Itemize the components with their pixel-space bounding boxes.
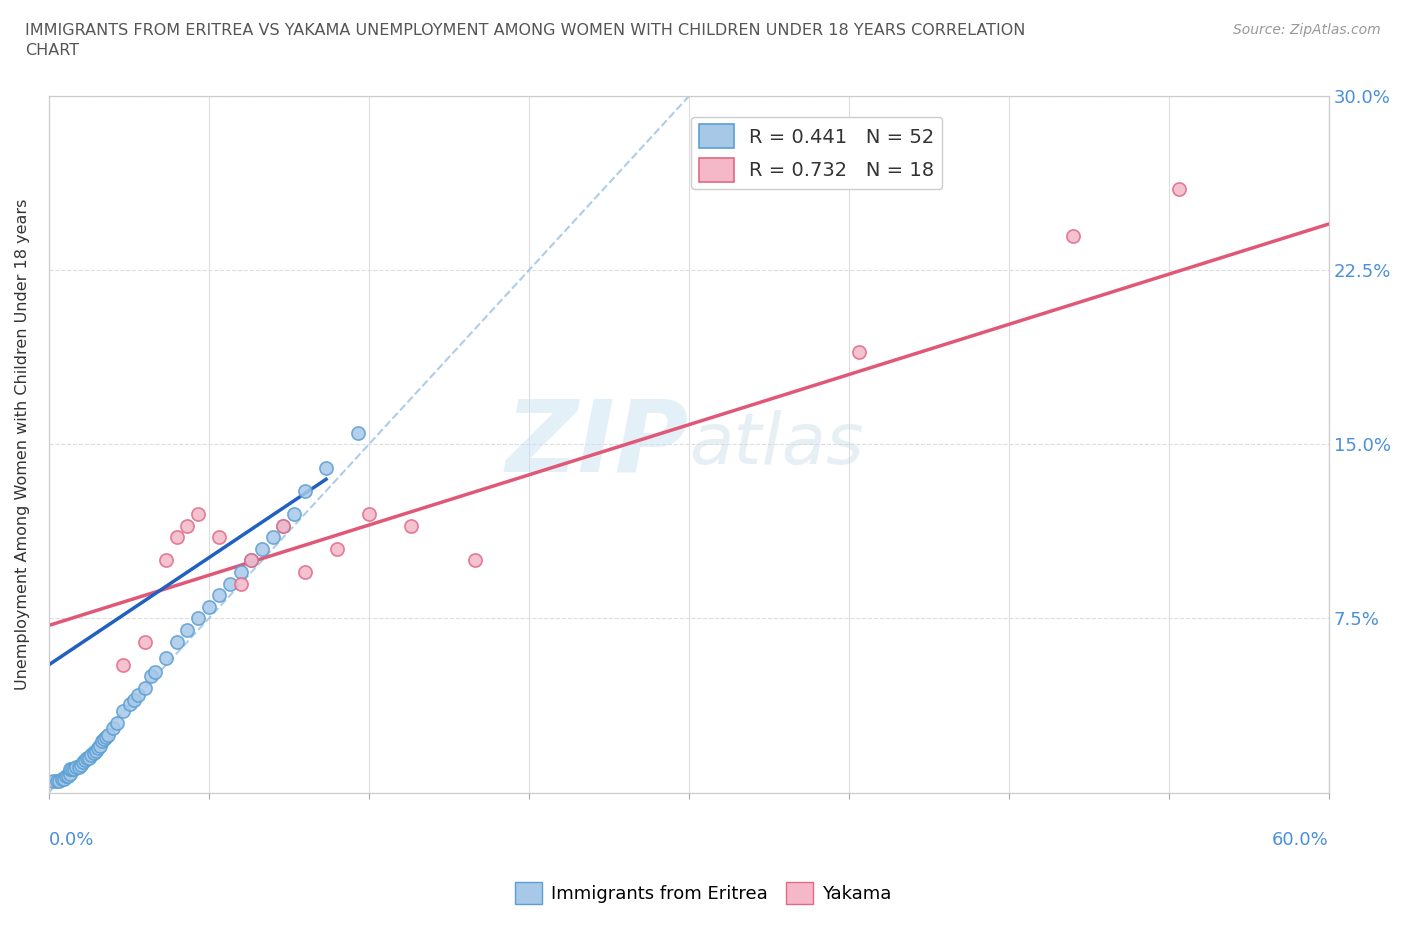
Point: [326, 541, 349, 556]
Point: [46, 774, 69, 789]
Point: [87, 741, 110, 756]
Point: [89, 738, 111, 753]
Point: [197, 600, 219, 615]
Point: [65, 760, 87, 775]
Point: [315, 460, 337, 475]
Point: [51, 771, 73, 786]
Point: [401, 518, 423, 533]
Point: [79, 751, 101, 765]
Point: [127, 687, 149, 702]
Y-axis label: Unemployment Among Women with Children Under 18 years: Unemployment Among Women with Children U…: [15, 199, 30, 690]
Point: [848, 344, 870, 359]
Point: [283, 507, 305, 522]
Point: [1062, 228, 1084, 243]
Point: [229, 565, 252, 579]
Point: [134, 634, 156, 649]
Point: [294, 484, 316, 498]
Point: [262, 530, 284, 545]
Point: [219, 577, 242, 591]
Point: [105, 715, 128, 730]
Point: [145, 664, 167, 679]
Point: [155, 650, 177, 665]
Point: [240, 553, 263, 568]
Point: [464, 553, 486, 568]
Point: [187, 507, 209, 522]
Legend: R = 0.441   N = 52, R = 0.732   N = 18: R = 0.441 N = 52, R = 0.732 N = 18: [692, 116, 942, 190]
Point: [42, 774, 65, 789]
Point: [273, 518, 295, 533]
Point: [63, 762, 86, 777]
Text: Source: ZipAtlas.com: Source: ZipAtlas.com: [1233, 23, 1381, 37]
Point: [134, 681, 156, 696]
Point: [91, 734, 114, 749]
Point: [112, 658, 135, 672]
Point: [76, 751, 98, 765]
Point: [67, 760, 90, 775]
Point: [141, 669, 163, 684]
Point: [357, 507, 380, 522]
Point: [208, 530, 231, 545]
Point: [166, 530, 188, 545]
Point: [101, 720, 124, 735]
Point: [208, 588, 231, 603]
Point: [118, 697, 141, 711]
Point: [97, 727, 120, 742]
Point: [93, 732, 115, 747]
Point: [83, 746, 105, 761]
Point: [59, 762, 82, 777]
Text: IMMIGRANTS FROM ERITREA VS YAKAMA UNEMPLOYMENT AMONG WOMEN WITH CHILDREN UNDER 1: IMMIGRANTS FROM ERITREA VS YAKAMA UNEMPL…: [25, 23, 1026, 58]
Point: [155, 553, 177, 568]
Point: [176, 623, 198, 638]
Point: [250, 541, 273, 556]
Point: [60, 762, 83, 777]
Legend: Immigrants from Eritrea, Yakama: Immigrants from Eritrea, Yakama: [508, 875, 898, 911]
Point: [240, 553, 263, 568]
Text: ZIP: ZIP: [506, 396, 689, 493]
Point: [176, 518, 198, 533]
Point: [72, 755, 94, 770]
Text: 60.0%: 60.0%: [1272, 830, 1329, 849]
Point: [84, 743, 107, 758]
Text: 0.0%: 0.0%: [49, 830, 94, 849]
Point: [187, 611, 209, 626]
Point: [80, 748, 103, 763]
Point: [347, 425, 370, 440]
Point: [273, 518, 295, 533]
Point: [69, 757, 91, 772]
Point: [96, 729, 118, 744]
Point: [122, 692, 145, 707]
Point: [52, 771, 75, 786]
Point: [166, 634, 188, 649]
Point: [112, 704, 135, 719]
Point: [59, 766, 82, 781]
Point: [1168, 181, 1191, 196]
Text: atlas: atlas: [689, 410, 863, 479]
Point: [55, 769, 77, 784]
Point: [294, 565, 316, 579]
Point: [73, 752, 96, 767]
Point: [56, 769, 79, 784]
Point: [48, 774, 70, 789]
Point: [229, 577, 252, 591]
